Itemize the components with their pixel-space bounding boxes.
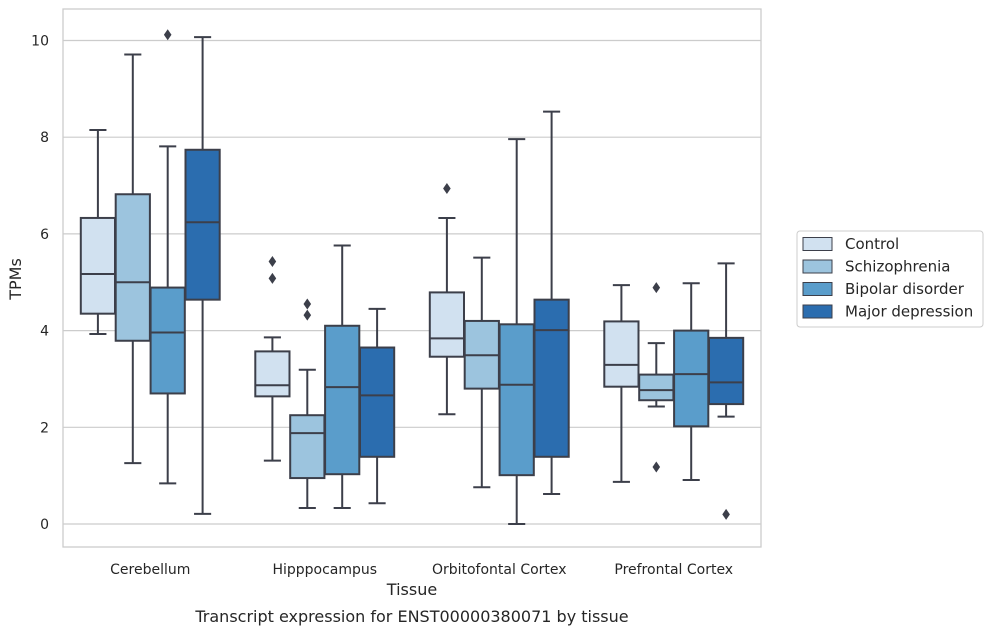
box-major-depression xyxy=(533,110,570,496)
outlier-point xyxy=(722,508,730,520)
box-schizophrenia xyxy=(638,282,675,473)
plot-area xyxy=(63,9,761,547)
outlier-point xyxy=(303,309,312,321)
legend-swatch xyxy=(802,282,833,296)
outlier-point xyxy=(443,182,451,194)
box-bipolar-disorder xyxy=(673,282,710,482)
box-groups xyxy=(79,29,745,525)
box-body xyxy=(707,336,745,406)
y-tick-label: 2 xyxy=(40,420,49,436)
chart-title: Transcript expression for ENST0000038007… xyxy=(194,607,628,626)
box-bipolar-disorder xyxy=(498,138,535,525)
box-body xyxy=(358,346,396,458)
plot-frame xyxy=(62,8,762,548)
outlier-point xyxy=(268,272,277,284)
box-major-depression xyxy=(707,262,745,520)
box-body xyxy=(603,320,640,388)
y-tick-label: 0 xyxy=(40,517,49,533)
box-major-depression xyxy=(358,307,396,505)
legend-label: Bipolar disorder xyxy=(845,280,965,298)
y-tick-label: 6 xyxy=(40,227,49,243)
box-schizophrenia xyxy=(114,53,151,465)
box-body xyxy=(498,323,535,477)
outlier-point xyxy=(303,298,312,310)
legend: Control Schizophrenia Bipolar disorder Majo… xyxy=(796,230,984,328)
box-body xyxy=(289,414,326,480)
x-tick-label: Orbitofontal Cortex xyxy=(432,562,567,578)
y-tick-labels: 0 2 4 6 8 10 xyxy=(31,34,49,534)
outlier-point xyxy=(652,461,661,473)
x-tick-label: Cerebellum xyxy=(110,562,190,578)
outlier-point xyxy=(163,29,172,41)
box-body xyxy=(149,286,186,395)
y-tick-label: 10 xyxy=(31,34,49,50)
box-body xyxy=(114,193,151,342)
y-tick-label: 4 xyxy=(40,324,49,340)
box-body xyxy=(184,148,221,301)
y-axis-label: TPMs xyxy=(6,258,25,301)
x-tick-label: Prefrontal Cortex xyxy=(614,562,733,578)
box-schizophrenia xyxy=(289,298,326,510)
legend-swatch xyxy=(802,237,833,251)
box-body xyxy=(254,350,291,398)
box-body xyxy=(673,329,710,428)
x-axis-label: Tissue xyxy=(386,580,437,599)
legend-label: Control xyxy=(845,235,899,253)
outlier-point xyxy=(652,282,661,294)
x-tick-label: Hipppocampus xyxy=(272,562,377,578)
box-control xyxy=(603,284,640,483)
outlier-point xyxy=(268,255,277,267)
box-body xyxy=(324,324,361,476)
box-bipolar-disorder xyxy=(149,29,186,485)
y-tick-label: 8 xyxy=(40,130,49,146)
x-tick-labels: Cerebellum Hipppocampus Orbitofontal Corte… xyxy=(110,562,733,578)
legend-label: Major depression xyxy=(845,303,973,321)
legend-frame xyxy=(796,230,984,328)
legend-swatch xyxy=(802,259,833,274)
legend-label: Schizophrenia xyxy=(845,258,950,276)
box-major-depression xyxy=(184,36,221,515)
box-control xyxy=(254,255,291,462)
box-body xyxy=(79,216,117,315)
legend-swatch xyxy=(802,304,833,319)
box-body xyxy=(638,373,675,402)
box-schizophrenia xyxy=(463,256,500,489)
box-body xyxy=(428,291,466,358)
box-body xyxy=(533,298,570,458)
